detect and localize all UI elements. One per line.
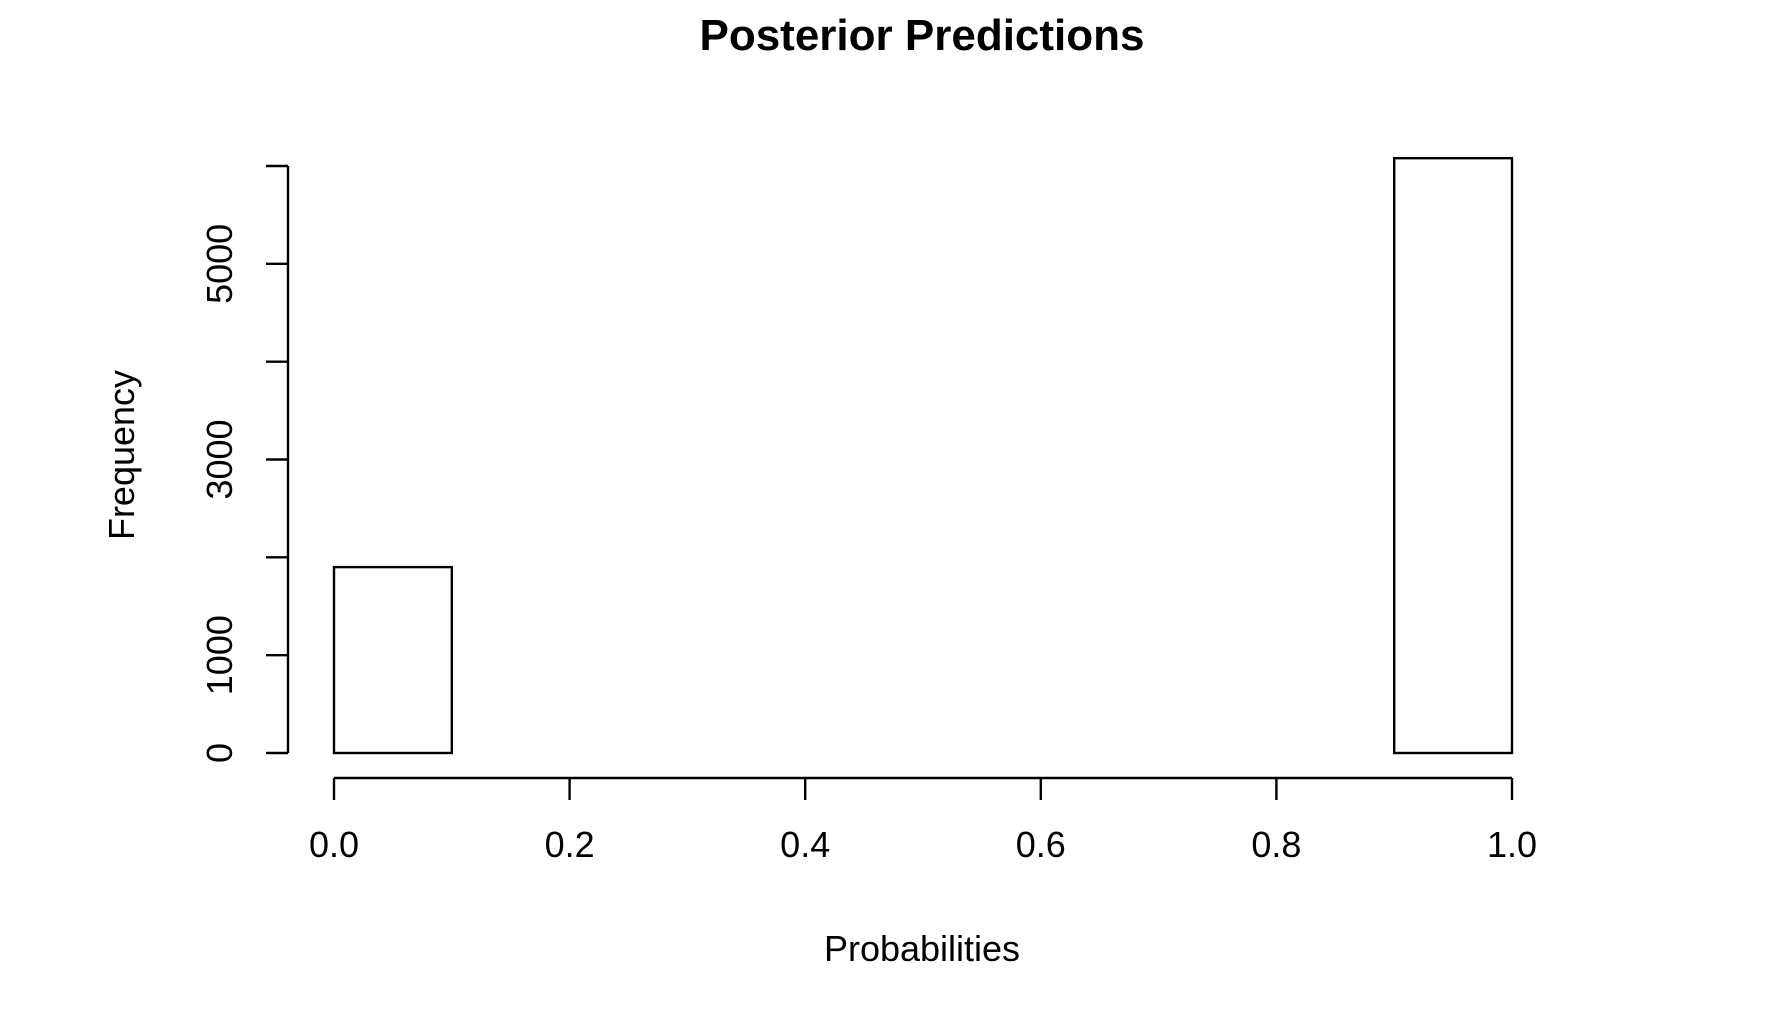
x-tick-label: 0.0 <box>309 824 359 865</box>
y-axis-label: Frequency <box>101 370 142 540</box>
x-tick-label: 0.8 <box>1251 824 1301 865</box>
y-tick-label: 3000 <box>199 419 240 499</box>
y-tick-label: 0 <box>199 743 240 763</box>
y-tick-label: 5000 <box>199 224 240 304</box>
chart-title: Posterior Predictions <box>699 11 1144 60</box>
histogram-bar-0 <box>332 565 454 755</box>
histogram-bar-9 <box>1392 156 1514 755</box>
x-tick-label: 0.2 <box>545 824 595 865</box>
bars-group <box>332 156 1514 755</box>
y-axis: 0 1000 3000 5000 <box>199 164 290 763</box>
y-tick-label: 1000 <box>199 615 240 695</box>
x-tick-label: 1.0 <box>1487 824 1537 865</box>
x-axis-label: Probabilities <box>824 928 1020 969</box>
x-tick-label: 0.4 <box>780 824 830 865</box>
x-axis: 0.0 0.2 0.4 0.6 0.8 1.0 <box>309 776 1537 865</box>
x-tick-label: 0.6 <box>1016 824 1066 865</box>
